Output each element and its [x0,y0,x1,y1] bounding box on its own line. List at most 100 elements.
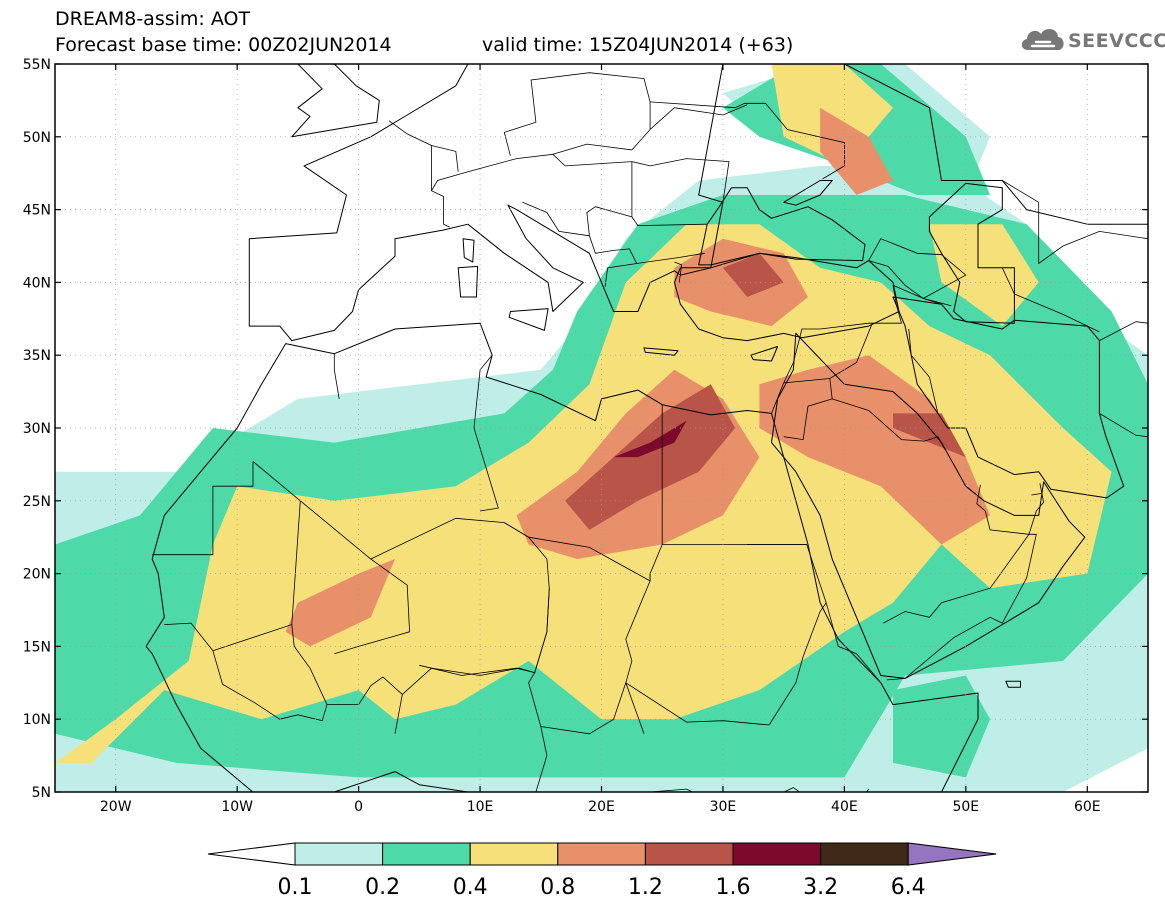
country-border [291,624,328,705]
country-border [1001,267,1100,333]
dust-contour-level-3 [929,224,1039,327]
lon-tick-label: 40E [831,799,858,815]
logo-text: SEEVCCC [1068,30,1165,52]
coastline-italy-sicily [508,308,549,331]
country-border [649,104,748,130]
forecast-base-time: Forecast base time: 00Z02JUN2014 [55,34,392,56]
lon-tick-label: 50E [952,799,979,815]
lat-tick-label: 5N [32,785,51,801]
country-border [650,101,845,180]
colorbar-over-arrow [907,842,997,866]
lon-tick-label: 20E [588,799,615,815]
coastline-caspian [928,182,1015,324]
country-border [1031,493,1042,496]
colorbar-label: 0.2 [365,875,400,900]
country-border [648,788,694,792]
graticule [55,64,1148,792]
coastline-sardinia [457,265,479,298]
lat-tick-label: 45N [23,203,51,219]
country-border [212,461,301,652]
country-border [1099,321,1148,341]
lat-tick-label: 40N [23,275,51,291]
country-border [783,323,873,384]
colorbar-label: 0.8 [540,875,575,900]
colorbar-box [644,842,734,866]
dust-fields [55,64,1148,792]
country-border [984,483,1045,535]
country-border [625,682,770,726]
colorbar-label: 6.4 [891,875,926,900]
dust-contour-level-4 [285,559,395,647]
dust-contour-level-5 [893,413,966,458]
colorbar-box [469,842,559,866]
country-border [883,533,1037,681]
country-border [976,484,986,512]
country-border [431,144,459,191]
coastline-britain [291,64,380,138]
dust-contour-level-4 [820,107,893,195]
dust-contour-level-6 [613,420,687,458]
country-border [473,427,499,512]
country-border [1002,180,1148,265]
country-border [1099,413,1148,438]
lat-tick-label: 15N [23,639,51,655]
country-border [674,261,683,283]
coastlines [145,64,1148,792]
country-border [430,153,730,228]
country-border [908,328,939,414]
country-border [333,353,340,399]
seevccc-logo: SEEVCCC [1018,22,1165,58]
coastline-iran [892,296,1125,499]
lon-tick-label: 20W [100,799,132,815]
lat-tick-label: 30N [23,421,51,437]
lat-tick-label: 20N [23,567,51,583]
valid-time: valid time: 15Z04JUN2014 (+63) [482,34,794,56]
country-border [868,238,967,299]
cloud-icon [1021,28,1064,50]
country-border [806,544,882,684]
dust-contour-level-5 [565,384,736,530]
coastline-azov [783,180,833,206]
lat-tick-label: 10N [23,712,51,728]
country-border [300,500,411,655]
map-title: DREAM8-assim: AOT [55,8,251,30]
colorbar-under-arrow [207,842,296,866]
country-border [783,378,833,441]
country-border [152,461,254,556]
lon-tick-label: 10E [467,799,494,815]
coastline-arabia [771,332,1086,679]
country-border [586,206,705,264]
colorbar-box [382,842,471,866]
coastline-africa [145,322,979,792]
coastline-socotra [1005,680,1021,688]
country-border [394,588,550,734]
country-border [503,72,651,156]
lat-tick-label: 50N [23,130,51,146]
colorbar-label: 0.4 [453,875,488,900]
dust-contour-level-5 [722,253,784,297]
lon-tick-label: 10W [221,799,253,815]
country-border [164,622,214,652]
lat-tick-label: 55N [23,57,51,73]
lat-tick-label: 35N [23,348,51,364]
country-border [768,602,827,726]
colorbar-label: 1.2 [628,875,663,900]
country-border [522,201,590,237]
country-border [625,573,651,734]
colorbar-box [294,842,384,866]
country-borders [152,72,1148,792]
colorbar-box [820,842,909,866]
colorbar-label: 3.2 [803,875,838,900]
country-border [923,298,952,307]
colorbar-box [732,842,822,866]
country-border [832,398,946,450]
lon-tick-label: 60E [1074,799,1101,815]
coastline-corsica [462,238,475,263]
country-border [419,664,548,792]
country-border [540,682,627,735]
colorbar-label: 0.1 [278,875,313,900]
axis-ticks: 55N 50N 45N 40N 35N 30N 25N 20N 15N 10N 5N 20W 10W 0 1… [23,57,1148,815]
lon-tick-label: 30E [710,799,737,815]
